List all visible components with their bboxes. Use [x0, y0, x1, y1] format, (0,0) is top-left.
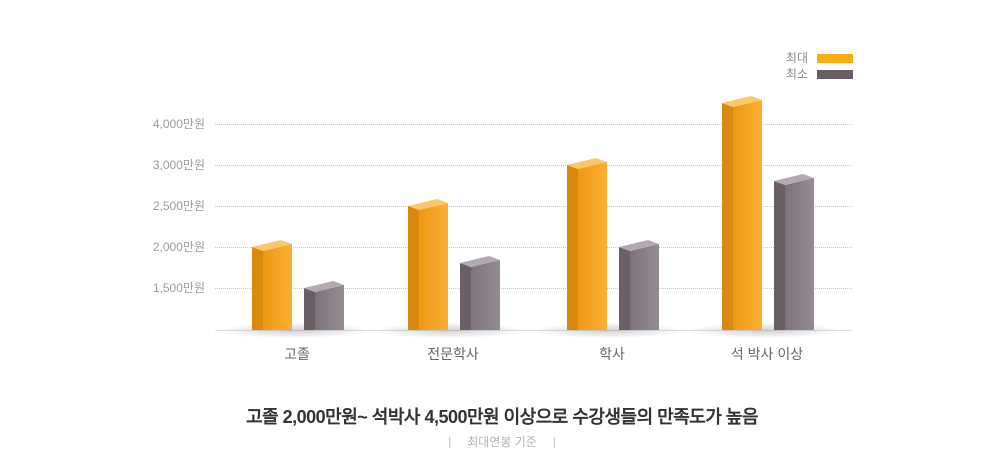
bar-max-1	[408, 199, 448, 330]
legend-label: 최대	[785, 51, 808, 65]
bar-group-shadow	[219, 323, 369, 338]
bar-group-shadow	[375, 323, 525, 338]
bar-max-2	[567, 158, 607, 330]
legend-item-max: 최대	[785, 51, 853, 65]
bar-min-1	[460, 256, 500, 330]
x-axis-baseline	[215, 330, 852, 331]
x-axis-category-label: 전문학사	[427, 346, 479, 362]
chart-title: 고졸 2,000만원~ 석박사 4,500만원 이상으로 수강생들의 만족도가 …	[245, 407, 759, 427]
legend-swatch-icon	[817, 70, 853, 79]
legend-label: 최소	[785, 67, 808, 81]
y-axis-tick-label: 4,000만원	[152, 117, 205, 131]
caption-left-bar-icon: |	[448, 435, 452, 449]
bar-max-0	[252, 240, 292, 330]
gridline-2000	[215, 247, 852, 248]
legend-swatch-icon	[817, 54, 853, 63]
gridline-1500	[215, 288, 852, 289]
gridline-2500	[215, 206, 852, 207]
x-axis-category-label: 석 박사 이상	[730, 346, 804, 362]
bar-group-shadow	[689, 323, 839, 338]
y-axis-tick-label: 2,000만원	[152, 240, 205, 254]
x-axis-category-label: 학사	[599, 346, 625, 362]
x-axis-category-label: 고졸	[284, 346, 310, 362]
caption-right-bar-icon: |	[552, 435, 556, 449]
bar-min-2	[619, 240, 659, 330]
chart-caption: | 최대연봉 기준 |	[0, 433, 1004, 450]
caption-text: 최대연봉 기준	[467, 435, 537, 449]
y-axis-tick-label: 3,000만원	[152, 158, 205, 172]
y-axis-tick-label: 1,500만원	[152, 281, 205, 295]
bar-min-0	[304, 281, 344, 330]
gridline-4000	[215, 124, 852, 125]
gridline-3000	[215, 165, 852, 166]
y-axis-tick-label: 2,500만원	[152, 199, 205, 213]
bar-max-3	[722, 96, 762, 330]
bar-group-shadow	[534, 323, 684, 338]
bar-min-3	[774, 174, 814, 330]
legend-item-min: 최소	[785, 67, 853, 81]
